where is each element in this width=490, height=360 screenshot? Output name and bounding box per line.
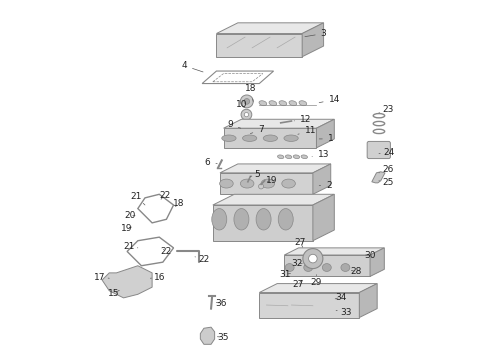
Text: 31: 31 — [279, 270, 291, 279]
Text: 16: 16 — [150, 273, 166, 282]
Text: 6: 6 — [205, 158, 217, 167]
Text: 18: 18 — [245, 84, 256, 102]
Text: 11: 11 — [298, 126, 316, 135]
Text: 19: 19 — [121, 224, 132, 233]
Text: 23: 23 — [379, 105, 393, 114]
Text: 27: 27 — [292, 280, 304, 289]
Circle shape — [241, 109, 252, 120]
Ellipse shape — [293, 155, 299, 159]
Text: 21: 21 — [130, 192, 145, 205]
Circle shape — [247, 130, 253, 137]
Text: 22: 22 — [195, 255, 210, 264]
Polygon shape — [313, 194, 334, 241]
Ellipse shape — [259, 101, 267, 105]
Text: 26: 26 — [379, 166, 393, 175]
Ellipse shape — [222, 135, 236, 141]
FancyBboxPatch shape — [367, 141, 391, 158]
Ellipse shape — [277, 155, 284, 159]
Text: 12: 12 — [294, 116, 312, 125]
Ellipse shape — [263, 135, 277, 141]
Polygon shape — [217, 23, 323, 33]
Ellipse shape — [301, 155, 308, 159]
Ellipse shape — [285, 264, 294, 271]
Ellipse shape — [304, 264, 313, 271]
Polygon shape — [223, 119, 334, 128]
Text: 29: 29 — [311, 275, 322, 287]
Ellipse shape — [341, 264, 350, 271]
Ellipse shape — [289, 101, 297, 105]
Polygon shape — [223, 128, 317, 148]
Text: 21: 21 — [123, 242, 138, 251]
Polygon shape — [313, 164, 331, 194]
Text: 10: 10 — [236, 100, 247, 109]
Text: 25: 25 — [379, 178, 393, 187]
Text: 32: 32 — [291, 260, 302, 269]
Polygon shape — [259, 293, 359, 318]
Ellipse shape — [234, 208, 249, 230]
Polygon shape — [372, 172, 385, 183]
Text: 20: 20 — [124, 211, 136, 220]
Text: 5: 5 — [250, 170, 260, 179]
Circle shape — [294, 131, 301, 138]
Ellipse shape — [256, 208, 271, 230]
Text: 1: 1 — [319, 134, 334, 143]
Circle shape — [244, 99, 249, 104]
Text: 9: 9 — [227, 120, 241, 129]
Ellipse shape — [212, 208, 227, 230]
Polygon shape — [102, 266, 152, 298]
Text: 24: 24 — [379, 148, 394, 157]
Text: 2: 2 — [319, 181, 332, 190]
Text: 3: 3 — [305, 29, 326, 38]
Ellipse shape — [220, 179, 233, 188]
Polygon shape — [359, 284, 377, 318]
Ellipse shape — [278, 208, 293, 230]
Ellipse shape — [243, 135, 257, 141]
Text: 19: 19 — [266, 176, 277, 185]
Polygon shape — [213, 194, 334, 205]
Ellipse shape — [322, 264, 331, 271]
Text: 22: 22 — [159, 190, 170, 199]
Circle shape — [303, 249, 323, 269]
Polygon shape — [317, 119, 334, 148]
Text: 17: 17 — [94, 273, 109, 282]
Polygon shape — [220, 164, 331, 173]
Text: 27: 27 — [294, 238, 306, 247]
Circle shape — [259, 184, 264, 189]
Polygon shape — [284, 255, 370, 276]
Polygon shape — [220, 173, 313, 194]
Ellipse shape — [285, 155, 292, 159]
Ellipse shape — [282, 179, 295, 188]
Ellipse shape — [241, 179, 254, 188]
Polygon shape — [284, 248, 384, 255]
Text: 13: 13 — [312, 150, 329, 159]
Ellipse shape — [269, 101, 277, 105]
Ellipse shape — [299, 101, 307, 105]
Ellipse shape — [279, 101, 287, 105]
Ellipse shape — [261, 179, 275, 188]
Text: 18: 18 — [173, 199, 185, 208]
Text: 36: 36 — [216, 299, 227, 308]
Text: 4: 4 — [181, 61, 203, 72]
Text: 22: 22 — [161, 247, 172, 256]
Circle shape — [238, 125, 244, 131]
Text: 28: 28 — [351, 267, 362, 276]
Text: 35: 35 — [217, 333, 229, 342]
Circle shape — [241, 95, 253, 108]
Text: 34: 34 — [335, 293, 346, 302]
Circle shape — [309, 254, 317, 263]
Polygon shape — [370, 248, 384, 276]
Text: 14: 14 — [319, 95, 340, 104]
Text: 33: 33 — [336, 308, 351, 317]
Text: 7: 7 — [250, 126, 264, 135]
Polygon shape — [259, 284, 377, 293]
Circle shape — [245, 112, 248, 117]
Polygon shape — [213, 205, 313, 241]
Polygon shape — [217, 33, 302, 57]
Text: 30: 30 — [364, 251, 376, 260]
Text: 15: 15 — [108, 289, 120, 298]
Ellipse shape — [284, 135, 298, 141]
Polygon shape — [302, 23, 323, 57]
Polygon shape — [200, 327, 215, 344]
